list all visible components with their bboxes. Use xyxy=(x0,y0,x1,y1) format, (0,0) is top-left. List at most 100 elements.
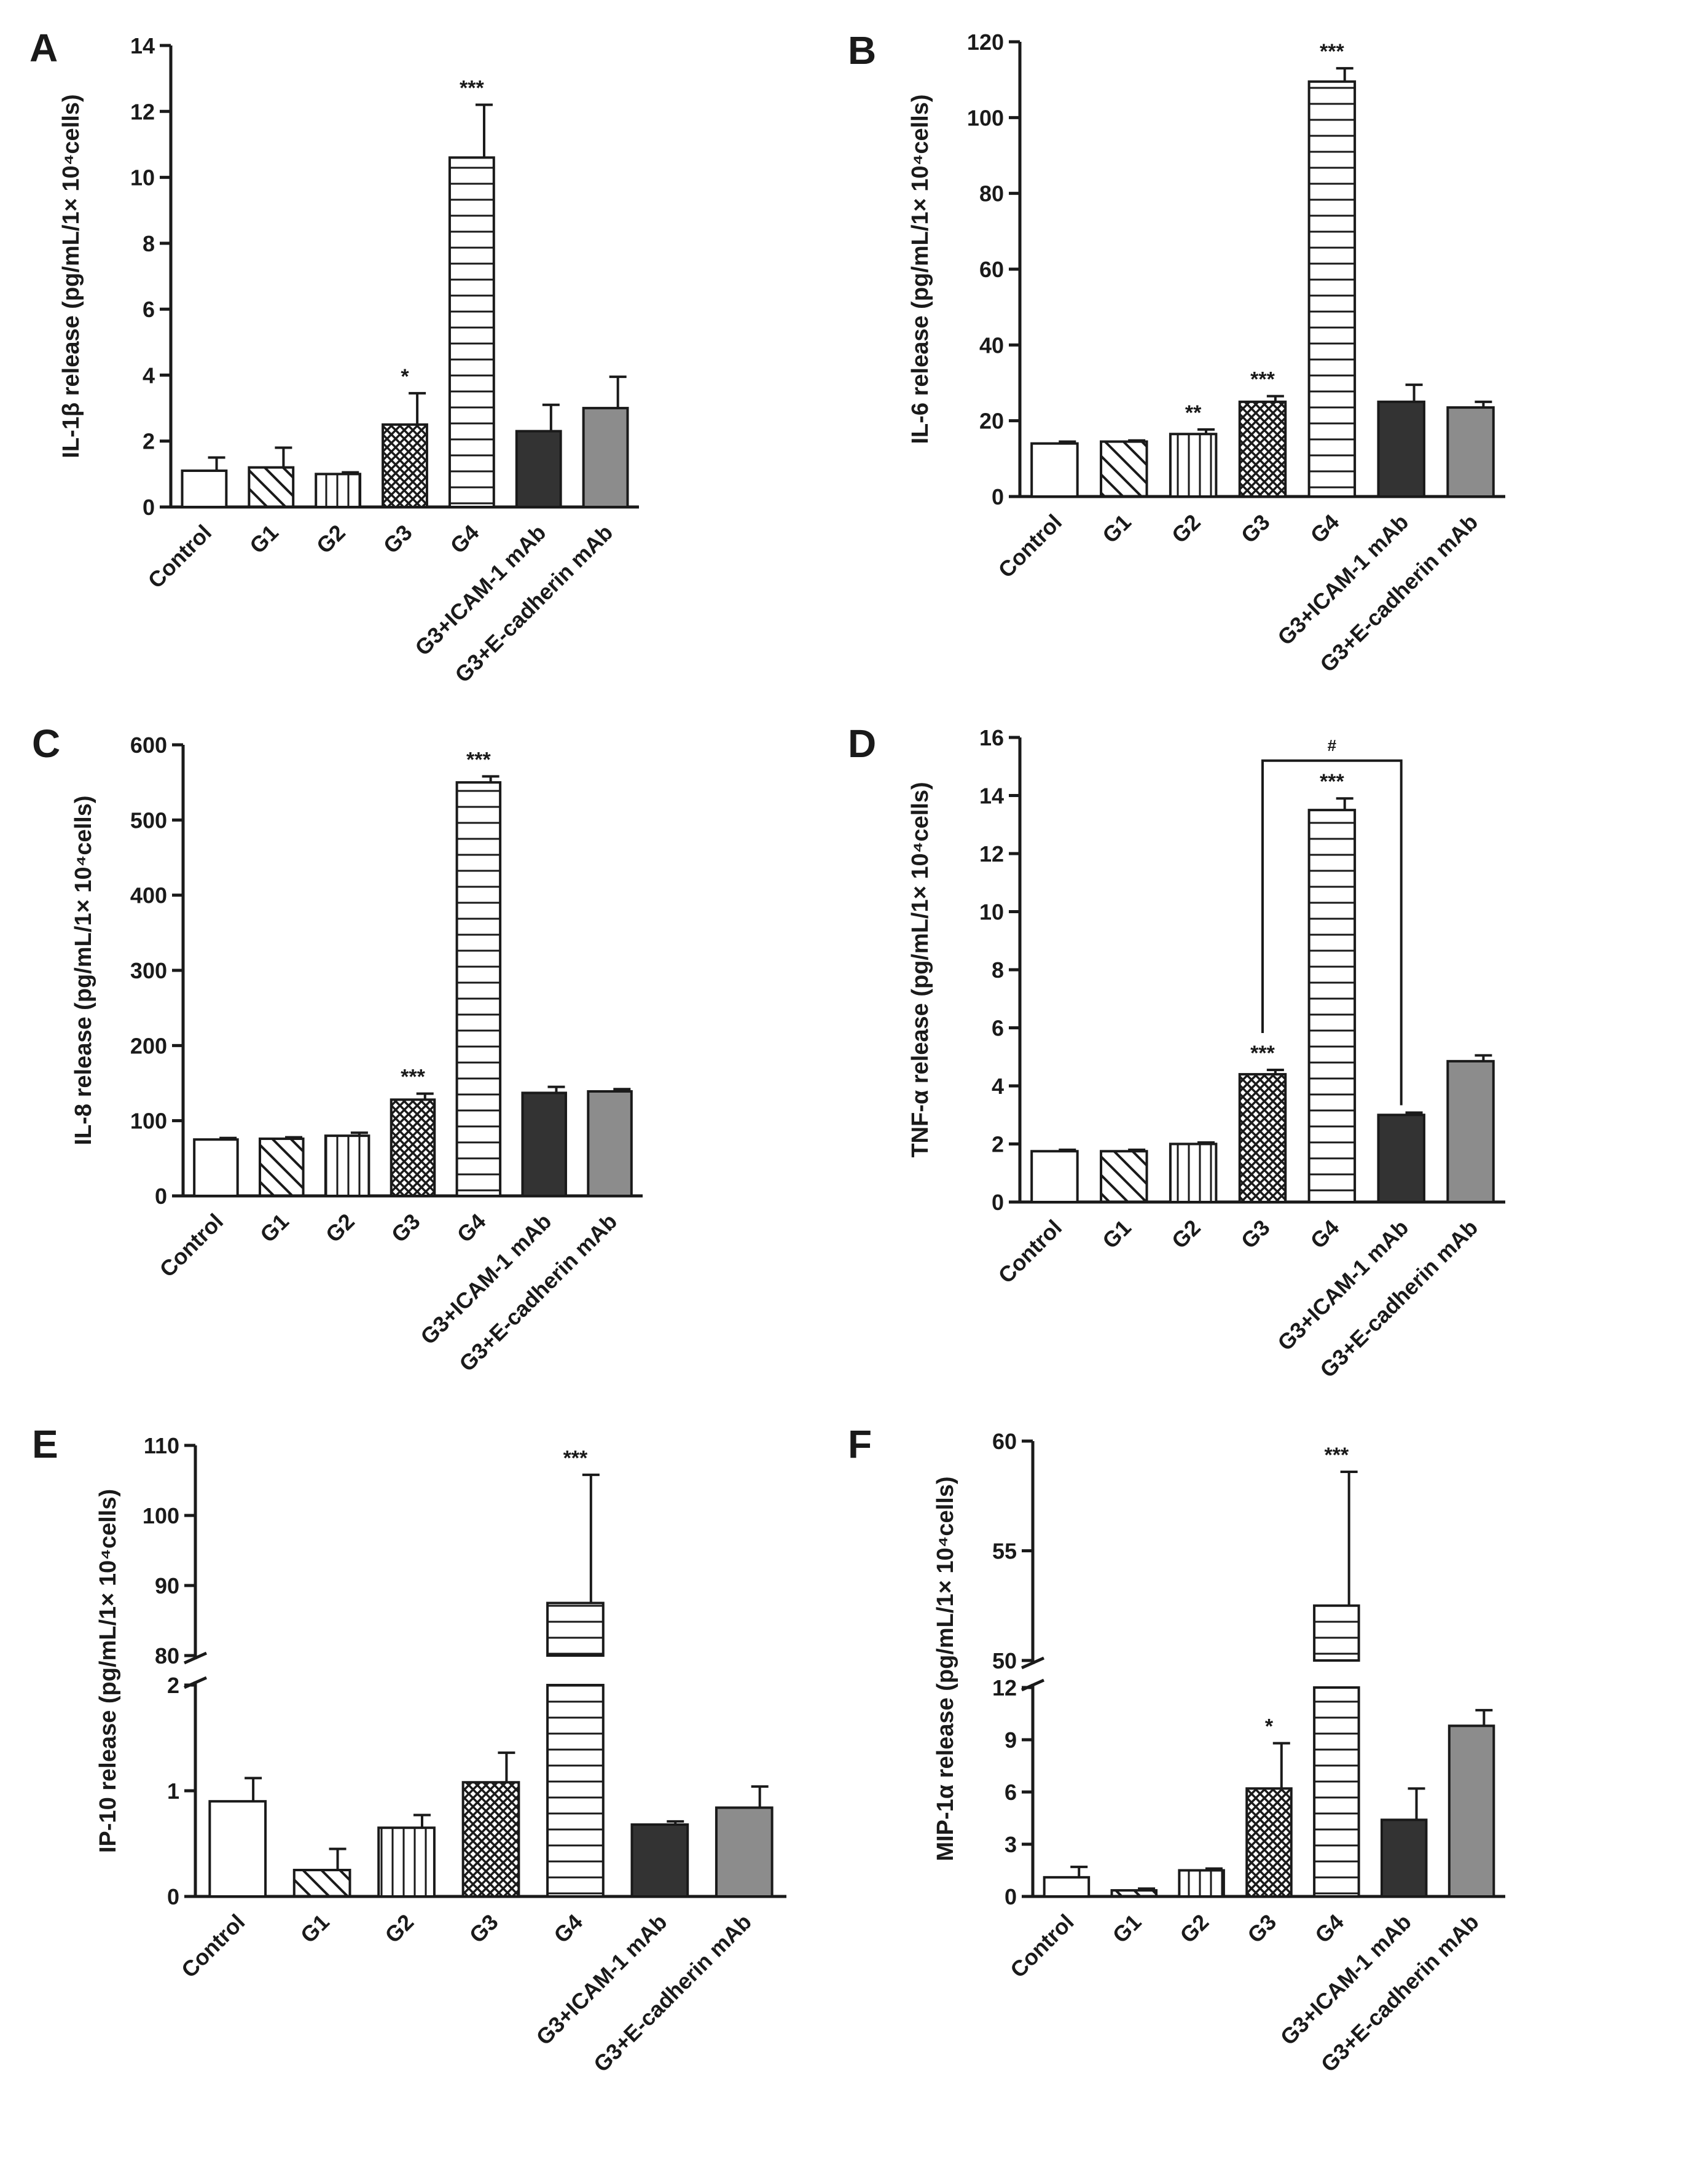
category-label: G2 xyxy=(1175,1909,1213,1948)
y-tick-label: 4 xyxy=(992,1074,1004,1099)
category-label: G3 xyxy=(1242,1909,1281,1948)
category-label: Control xyxy=(176,1909,249,1982)
panel-letter: F xyxy=(848,1422,872,1466)
bar xyxy=(1377,1114,1425,1203)
bar-group: * xyxy=(382,365,428,509)
y-tick-label: 600 xyxy=(130,733,167,758)
y-axis-label: IL-1β release (pg/mL/1× 10⁴cells) xyxy=(58,94,84,458)
category-label: G4 xyxy=(1306,1215,1344,1254)
bar-group xyxy=(1377,383,1425,498)
bar-group xyxy=(715,1785,774,1898)
bar-group: *** xyxy=(1238,1042,1287,1203)
y-tick-label: 0 xyxy=(992,484,1004,509)
bar-group xyxy=(587,1088,633,1197)
y-tick-label: 6 xyxy=(1005,1780,1017,1805)
bar-group: * xyxy=(1245,1715,1293,1898)
bar-group xyxy=(1377,1111,1425,1203)
bar xyxy=(1178,1869,1225,1898)
bar xyxy=(1110,1889,1158,1898)
bar-group: *** xyxy=(1313,1444,1360,1898)
bar xyxy=(315,473,362,508)
y-tick-label: 9 xyxy=(1005,1727,1017,1753)
y-tick-label: 60 xyxy=(979,257,1004,282)
bar xyxy=(1377,400,1425,498)
category-label: G3 xyxy=(378,520,417,559)
y-tick-label: 12 xyxy=(130,99,155,124)
significance-label: *** xyxy=(563,1447,588,1470)
bar xyxy=(448,156,495,508)
bar xyxy=(1169,1142,1218,1203)
y-tick-label: 10 xyxy=(979,900,1004,925)
category-label: G1 xyxy=(1107,1909,1146,1948)
bar-group: ** xyxy=(1169,401,1218,498)
bar-group xyxy=(1178,1867,1225,1898)
y-tick-label: 0 xyxy=(155,1184,167,1209)
bar xyxy=(546,1684,605,1898)
category-label: G3 xyxy=(386,1209,425,1248)
y-axis-label: IL-8 release (pg/mL/1× 10⁴cells) xyxy=(71,796,96,1145)
y-tick-label: 0 xyxy=(167,1884,179,1909)
bar xyxy=(587,1090,633,1197)
bar xyxy=(382,423,428,509)
y-axis-label: MIP-1α release (pg/mL/1× 10⁴cells) xyxy=(933,1476,958,1861)
y-axis-label: IP-10 release (pg/mL/1× 10⁴cells) xyxy=(95,1489,121,1853)
panel-letter: D xyxy=(848,721,876,766)
bar-group: *** xyxy=(448,77,495,508)
bar xyxy=(181,469,228,508)
bar-group xyxy=(461,1751,520,1898)
y-axis-label: TNF-α release (pg/mL/1× 10⁴cells) xyxy=(907,782,933,1157)
bar xyxy=(1380,1818,1428,1898)
significance-label: *** xyxy=(1250,1042,1275,1065)
bar-group xyxy=(1100,1148,1148,1203)
bar-group xyxy=(1030,440,1079,498)
bar xyxy=(461,1781,520,1898)
bar-group xyxy=(1446,1054,1495,1204)
bar xyxy=(1313,1604,1360,1662)
y-tick-label: 8 xyxy=(143,231,155,256)
bar xyxy=(1238,1073,1287,1203)
y-tick-label: 12 xyxy=(979,841,1004,866)
y-tick-label: 2 xyxy=(167,1673,179,1698)
bar-group: *** xyxy=(1307,770,1357,1203)
bar xyxy=(1446,406,1495,498)
bar-group xyxy=(1447,1708,1495,1898)
panel-letter: C xyxy=(32,721,60,766)
y-tick-label: 100 xyxy=(143,1503,179,1528)
bracket-label: # xyxy=(1328,736,1337,755)
bar xyxy=(1030,442,1079,498)
category-label: G2 xyxy=(1167,509,1205,548)
comparison-bracket xyxy=(1261,759,1403,1106)
category-label: G4 xyxy=(452,1209,491,1248)
bar xyxy=(515,430,562,508)
category-label: G4 xyxy=(445,520,484,559)
bar xyxy=(455,781,502,1197)
category-label: G2 xyxy=(321,1209,359,1248)
bar-group xyxy=(1100,439,1148,498)
category-label: Control xyxy=(143,520,216,593)
y-tick-label: 8 xyxy=(992,957,1004,983)
panel-D: D 0 2 4 6 8 10 12 14 16 TNF-α release (pg/mL/1× 10… xyxy=(848,721,1505,1383)
category-label: G2 xyxy=(380,1909,418,1948)
category-label: G3 xyxy=(1236,509,1275,548)
y-tick-label: 400 xyxy=(130,883,167,908)
significance-label: *** xyxy=(1325,1444,1349,1467)
panel-letter: A xyxy=(29,26,58,70)
bar-group xyxy=(377,1813,436,1898)
y-tick-label: 4 xyxy=(143,363,155,388)
panel-A: A 0 2 4 6 8 10 12 14 IL-1β release (pg/mL/1× 10⁴c… xyxy=(29,26,639,688)
y-tick-label: 20 xyxy=(979,409,1004,434)
bar-group xyxy=(208,1777,267,1898)
bar xyxy=(1307,809,1357,1203)
bar xyxy=(1043,1876,1091,1898)
bar xyxy=(582,407,629,508)
significance-label: *** xyxy=(1320,40,1344,63)
y-tick-label: 80 xyxy=(979,181,1004,206)
bar xyxy=(1238,400,1287,498)
category-label: G2 xyxy=(311,520,350,559)
bar-group xyxy=(193,1136,239,1197)
bar xyxy=(1100,1150,1148,1203)
significance-label: *** xyxy=(466,748,491,771)
y-tick-label: 55 xyxy=(992,1539,1017,1564)
significance-label: * xyxy=(1265,1715,1274,1739)
bar xyxy=(630,1823,689,1898)
